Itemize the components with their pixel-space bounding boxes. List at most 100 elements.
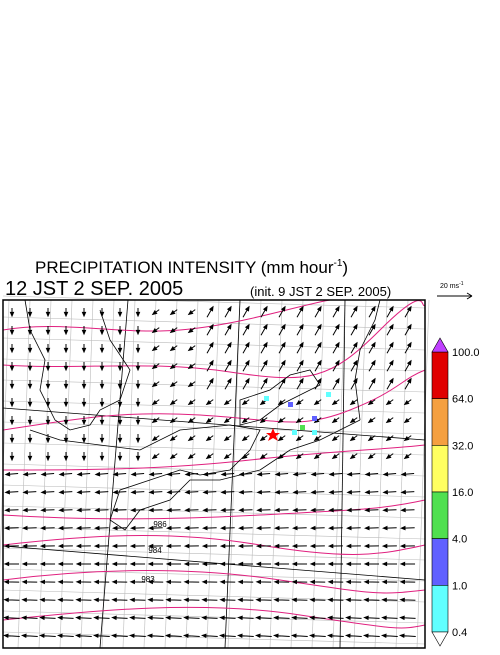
wind-vector	[99, 380, 105, 390]
wind-vector	[381, 615, 398, 621]
wind-vector	[295, 435, 304, 442]
wind-vector	[237, 597, 254, 603]
wind-vector	[201, 615, 218, 621]
wind-vector	[165, 615, 182, 621]
wind-vector	[313, 435, 322, 442]
wind-vector	[273, 543, 289, 549]
wind-vector	[63, 308, 69, 318]
wind-vector	[242, 359, 250, 372]
wind-vector	[129, 597, 146, 603]
wind-vector	[45, 344, 51, 354]
wind-vector	[400, 525, 415, 531]
wind-vector	[237, 579, 254, 585]
wind-vector	[367, 417, 376, 424]
wind-vector	[81, 344, 87, 354]
wind-vector	[187, 381, 196, 388]
wind-vector	[151, 345, 160, 352]
wind-vector	[295, 399, 304, 406]
wind-vector	[206, 341, 214, 354]
wind-vector	[237, 543, 253, 549]
wind-vector	[403, 435, 412, 442]
colorbar-label: 100.0	[452, 347, 480, 359]
wind-vector	[74, 633, 92, 639]
wind-vector	[327, 561, 344, 567]
grid-line	[2, 421, 426, 435]
wind-vector	[400, 471, 415, 477]
wind-vector	[4, 507, 19, 513]
wind-vector	[328, 471, 343, 477]
wind-vector	[278, 341, 286, 354]
wind-vector	[364, 471, 379, 477]
wind-vector	[151, 417, 160, 424]
wind-vector	[40, 525, 55, 531]
wind-vector	[224, 341, 232, 354]
pressure-contour	[2, 570, 426, 594]
wind-vector	[242, 323, 250, 336]
colorbar-label: 32.0	[452, 440, 473, 452]
wind-vector	[45, 308, 51, 318]
wind-vector	[292, 525, 307, 531]
wind-vector	[364, 507, 379, 513]
wind-vector	[399, 561, 416, 567]
wind-vector	[184, 489, 199, 495]
wind-vector	[169, 363, 178, 370]
wind-vector	[236, 633, 254, 639]
wind-vector	[220, 525, 235, 531]
wind-vector	[63, 380, 69, 390]
wind-vector	[151, 435, 160, 442]
wind-vector	[202, 471, 217, 477]
precip-cell	[312, 416, 317, 421]
wind-vector	[328, 507, 343, 513]
wind-vector	[40, 507, 55, 513]
wind-vector	[310, 507, 325, 513]
wind-vector	[63, 326, 69, 336]
wind-vector	[75, 579, 92, 585]
wind-vector	[332, 341, 340, 354]
grid-line	[248, 299, 262, 649]
wind-vector	[273, 597, 290, 603]
wind-vector	[99, 416, 105, 426]
wind-vector	[130, 489, 145, 495]
wind-vector	[277, 417, 286, 424]
colorbar-over	[431, 337, 449, 353]
wind-vector	[21, 597, 38, 603]
wind-vector	[291, 597, 308, 603]
wind-vector	[169, 399, 178, 406]
grid-line	[416, 299, 430, 649]
wind-vector	[4, 525, 19, 531]
wind-vector	[404, 377, 412, 390]
wind-vector	[57, 561, 74, 567]
wind-vector	[241, 435, 250, 442]
wind-vector	[76, 471, 91, 477]
wind-vector	[295, 453, 304, 460]
parallel	[2, 407, 426, 441]
wind-vector	[292, 507, 307, 513]
wind-vector	[381, 543, 397, 549]
wind-vector	[112, 507, 127, 513]
wind-vector	[346, 507, 361, 513]
wind-vector	[135, 434, 141, 444]
wind-vector	[220, 471, 235, 477]
wind-vector	[201, 597, 218, 603]
wind-vector	[151, 363, 160, 370]
wind-vector	[184, 471, 199, 477]
coastline	[239, 369, 321, 426]
wind-vector	[256, 471, 271, 477]
wind-vector	[165, 543, 181, 549]
wind-vector	[327, 543, 343, 549]
wind-vector	[202, 489, 217, 495]
wind-vector	[20, 633, 38, 639]
wind-vector	[277, 399, 286, 406]
wind-vector	[81, 398, 87, 408]
grid-line	[2, 379, 426, 393]
parallel	[2, 545, 426, 581]
wind-vector	[345, 615, 362, 621]
wind-vector	[206, 359, 214, 372]
wind-vector	[224, 305, 232, 318]
grid-line	[2, 295, 426, 309]
wind-vector	[259, 417, 268, 424]
wind-vector	[260, 323, 268, 336]
title: PRECIPITATION INTENSITY (mm hour-1)	[35, 258, 348, 277]
wind-vector	[346, 471, 361, 477]
